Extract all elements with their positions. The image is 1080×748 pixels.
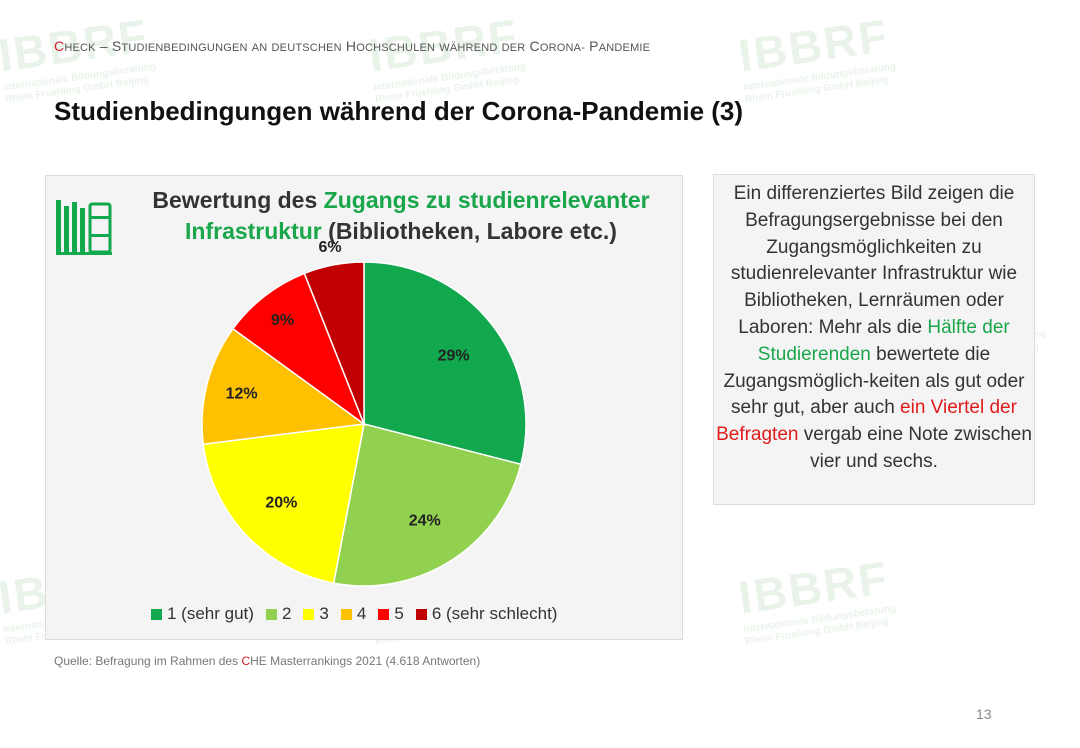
pie-chart: 29% 24% 20% 12% 9% 6%: [56, 200, 527, 587]
legend-label: 5: [394, 604, 404, 623]
header-dash: –: [95, 38, 112, 54]
legend-swatch: [303, 608, 315, 620]
source-note: Quelle: Befragung im Rahmen des CHE Mast…: [54, 654, 481, 668]
pie-slice-label: 29%: [438, 347, 470, 364]
pie-slice: [202, 423, 365, 585]
pie-slice-label: 6%: [318, 239, 341, 256]
legend-label: 2: [281, 604, 292, 623]
header-check: HECK: [64, 42, 96, 54]
header-word: TUDIENBEDINGUNGEN: [121, 42, 248, 54]
legend-item: 6 (sehr schlecht): [415, 604, 558, 624]
pie-slice: [332, 423, 522, 587]
header-word-cap: S: [111, 38, 122, 54]
header-word: AN: [251, 42, 268, 54]
header-word-cap: P: [589, 38, 599, 54]
chart-legend: 1 (sehr gut) 2 3 4 5 6 (sehr schlecht): [151, 604, 557, 624]
header-word: ORONA-: [539, 42, 586, 54]
section-header: CHECK – STUDIENBEDINGUNGEN AN DEUTSCHEN …: [54, 38, 650, 54]
legend-swatch: [265, 608, 277, 620]
chart-title-highlight: Zugangs zu studienrelevanter Infrastrukt…: [185, 187, 650, 244]
pie-slice: [303, 261, 365, 425]
pie-slice: [363, 261, 527, 466]
legend-swatch: [415, 608, 427, 620]
pie-slice-label: 20%: [265, 495, 297, 512]
legend-label: 4: [356, 604, 367, 623]
header-word-cap: H: [345, 38, 357, 54]
header-subtitle: STUDIENBEDINGUNGEN AN DEUTSCHEN HOCHSCHU…: [112, 38, 650, 54]
legend-item: 5: [378, 604, 404, 624]
pie-slice-label: 12%: [226, 386, 258, 403]
legend-swatch: [378, 608, 390, 620]
header-word: WÄHREND: [439, 42, 498, 54]
header-accent-letter: C: [54, 38, 65, 54]
header-word: DEUTSCHEN: [271, 42, 342, 54]
pie-slice-label: 24%: [409, 513, 441, 530]
summary-text-box: Ein differenziertes Bild zeigen die Befr…: [713, 174, 1035, 505]
legend-swatch: [151, 608, 162, 620]
legend-item: 4: [340, 604, 367, 624]
legend-label: 1 (sehr gut): [167, 604, 254, 623]
highlight-green: Hälfte der Studierenden: [757, 316, 1010, 365]
pie-slice-label: 9%: [271, 312, 294, 329]
chart-panel: 29% 24% 20% 12% 9% 6% Bewertung des Zugangs z…: [45, 175, 683, 640]
header-word: OCHSCHULEN: [356, 42, 436, 54]
legend-label: 3: [319, 604, 329, 623]
library-icon: [56, 200, 112, 255]
pie-slice: [231, 272, 366, 427]
header-word-cap: C: [529, 38, 540, 54]
page-number: 13: [976, 706, 992, 722]
pie-slice: [201, 327, 366, 446]
page-title: Studienbedingungen während der Corona-Pa…: [54, 96, 744, 126]
legend-item: 2: [265, 604, 292, 624]
legend-swatch: [340, 608, 352, 620]
legend-item: 1 (sehr gut): [151, 604, 254, 624]
chart-title: Bewertung des Zugangs zu studienrelevant…: [152, 187, 650, 244]
header-word: ANDEMIE: [598, 42, 651, 54]
legend-label: 6 (sehr schlecht): [431, 604, 558, 623]
highlight-red: ein Viertel der Befragten: [716, 397, 1017, 446]
header-word: DER: [501, 42, 526, 54]
legend-item: 3: [303, 604, 329, 624]
